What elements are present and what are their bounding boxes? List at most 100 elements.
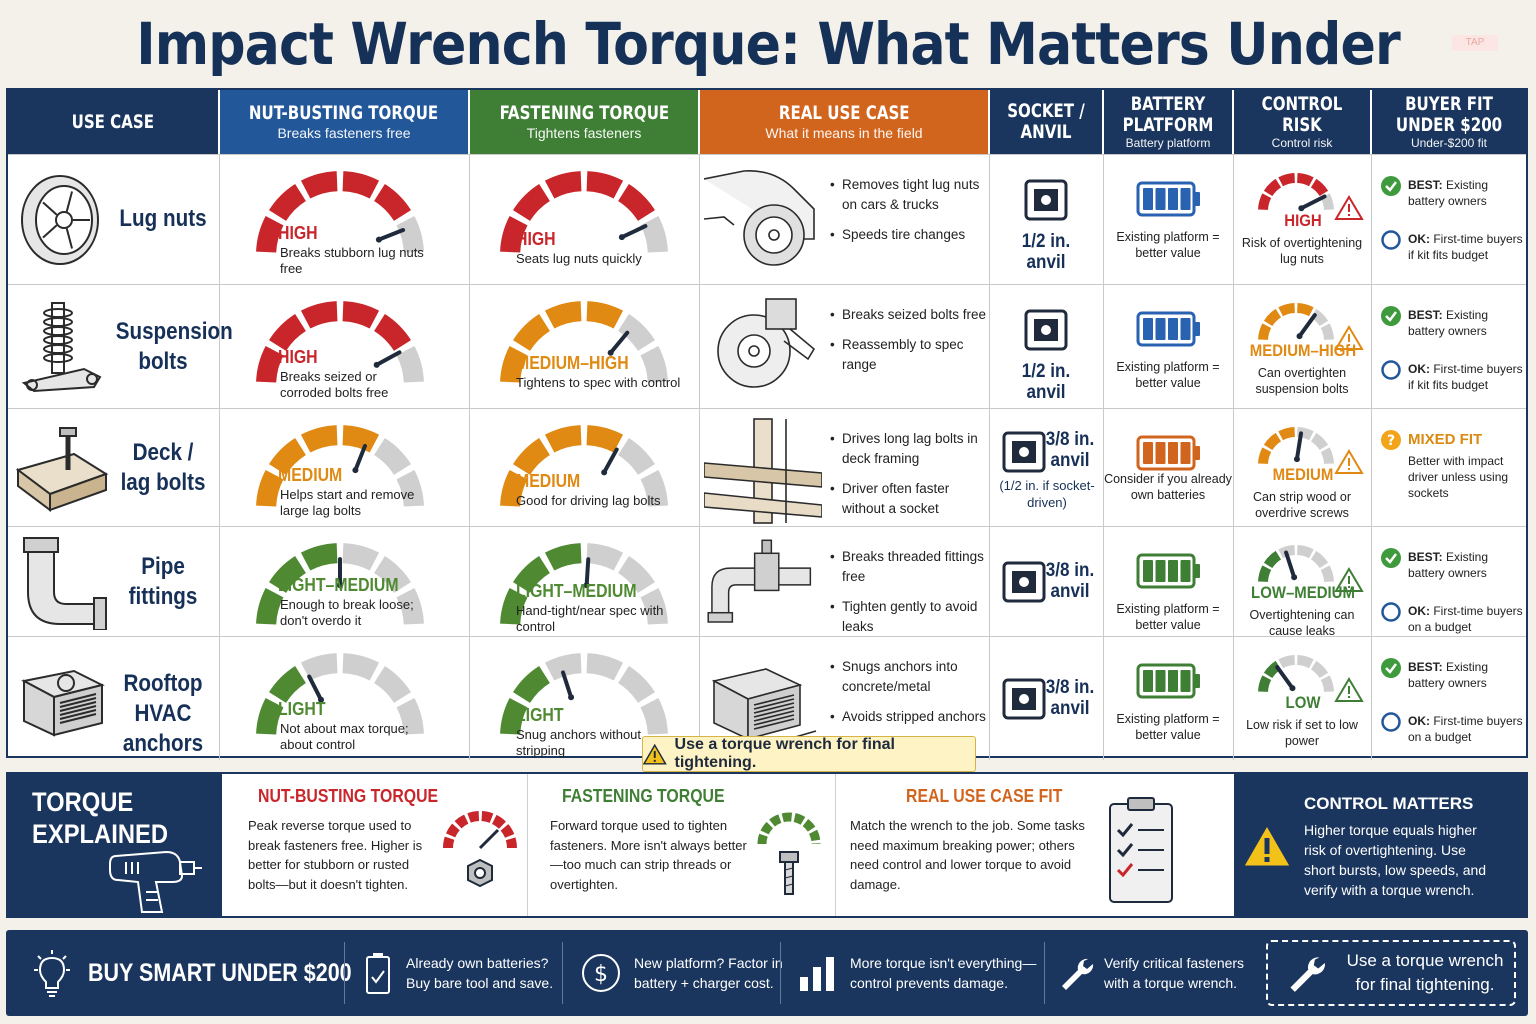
column-header-title: BATTERY PLATFORM — [1122, 92, 1214, 136]
buyer-fit-text: Better with impact driver unless using s… — [1408, 454, 1509, 500]
socket-anvil-icon — [1002, 561, 1046, 603]
table-cell: MEDIUM Good for driving lag bolts — [470, 409, 700, 526]
table-cell: HIGH Breaks seized or corroded bolts free — [220, 285, 470, 408]
buyer-fit-text: Existing battery owners — [1408, 660, 1489, 690]
gauge-segment — [1278, 655, 1295, 669]
fastening-explained-title: FASTENING TORQUE — [562, 786, 725, 806]
nut-busting-gauge — [256, 543, 424, 625]
gauge-segment — [1258, 565, 1272, 582]
battery-cell — [1168, 560, 1178, 582]
gauge-segment — [1297, 655, 1314, 669]
nut-busting-gauge — [256, 171, 424, 253]
column-header: BUYER FIT UNDER $200 Under-$200 fit — [1372, 90, 1526, 154]
nut-busting-explained-body: Peak reverse torque used to break fasten… — [248, 818, 423, 892]
warning-triangle-icon — [1334, 677, 1364, 702]
fastening-level: MEDIUM — [516, 471, 581, 491]
gauge-segment — [1297, 303, 1314, 317]
gauge-pivot — [1291, 574, 1298, 581]
gauge-segment — [618, 555, 656, 593]
buyer-fit-text: First-time buyers on a budget — [1408, 604, 1523, 634]
column-header-subtitle: Control risk — [1271, 135, 1333, 150]
gauge-segment — [374, 183, 412, 221]
gauge-segment — [544, 171, 582, 199]
table-cell: Existing platform = better value — [1104, 527, 1234, 636]
gauge-segment — [342, 171, 380, 199]
footer-tip-text: More torque isn't everything—control pre… — [850, 955, 1037, 991]
buy-smart-title-group: BUY SMART UNDER $200 — [30, 930, 395, 1016]
gauge-pivot — [583, 582, 590, 589]
anvil-note: (1/2 in. if socket-driven) — [999, 478, 1095, 510]
battery-cell — [1168, 318, 1178, 340]
use-case-bullets: Breaks seized bolts free Reassembly to sp… — [830, 305, 990, 385]
fastening-explained-body: Forward torque used to tighten fasteners… — [550, 818, 747, 892]
corner-tag: TAP — [1452, 35, 1498, 51]
fastening-gauge — [500, 543, 668, 625]
check-circle-icon — [1381, 658, 1401, 678]
use-case-name: Pipe fittings — [128, 553, 198, 610]
gauge-segment — [396, 469, 424, 507]
gauge-segment — [374, 665, 412, 703]
column-header: SOCKET / ANVIL — [990, 90, 1104, 154]
table-cell: LOW–MEDIUM Overtightening can cause leaks — [1234, 527, 1372, 638]
buyer-fit-best: BEST: Existing battery owners — [1408, 659, 1526, 691]
gauge-segment — [586, 543, 624, 571]
battery-icon — [1136, 553, 1200, 589]
fastening-level: HIGH — [516, 229, 556, 249]
nut-busting-gauge — [256, 425, 424, 507]
control-risk-gauge — [1258, 303, 1334, 340]
gauge-segment — [1310, 660, 1329, 679]
gauge-pivot — [1298, 205, 1305, 212]
control-risk-level: LOW–MEDIUM — [1251, 583, 1355, 602]
footer-divider — [1044, 942, 1045, 1004]
gauge-needle — [584, 557, 591, 588]
battery-platform-note: Consider if you already own batteries — [1104, 472, 1232, 502]
bullet-item: Breaks threaded fittings free — [830, 547, 990, 587]
nut-busting-description: Helps start and remove large lag bolts — [280, 487, 415, 518]
column-header-subtitle: Tightens fasteners — [526, 124, 642, 141]
buyer-fit-label: OK: — [1408, 362, 1430, 376]
buyer-fit-best: BEST: Existing battery owners — [1408, 177, 1526, 209]
lag-bolt-icon — [15, 427, 109, 512]
use-case-bullets: Breaks threaded fittings free Tighten gen… — [830, 547, 990, 647]
warning-triangle-icon — [1334, 567, 1364, 592]
car-wheel-icon — [704, 170, 815, 266]
battery-cell — [1143, 560, 1153, 582]
gauge-segment — [300, 543, 338, 571]
gauge-pivot — [373, 361, 380, 368]
gauge-needle — [1284, 550, 1297, 580]
control-risk-description: Overtightening can cause leaks — [1249, 608, 1355, 638]
table-cell: 1/2 in. anvil — [990, 285, 1104, 408]
checklist-clipboard-icon — [1109, 797, 1173, 903]
gauge-segment — [512, 665, 550, 703]
battery-cell — [1143, 670, 1153, 692]
lightbulb-icon — [34, 950, 70, 997]
torque-explained-panel: TORQUE EXPLAINED NUT-BUSTING TORQUE Peak… — [6, 772, 1528, 918]
torque-wrench-warning: Use a torque wrench for final tightening… — [642, 736, 976, 772]
gauge-pivot — [568, 694, 575, 701]
column-header-title: FASTENING TORQUE — [499, 101, 669, 124]
column-header-subtitle: Battery platform — [1125, 135, 1211, 150]
gauge-pivot — [618, 234, 625, 241]
gauge-segment — [374, 555, 412, 593]
footer-tip-text: Verify critical fasteners with a torque … — [1104, 955, 1245, 991]
battery-cell — [1155, 318, 1166, 340]
pipe-fitting-icon — [23, 537, 107, 630]
check-circle-icon — [1381, 176, 1401, 196]
control-risk-description: Can strip wood or overdrive screws — [1253, 490, 1351, 520]
gauge-segment — [374, 313, 412, 351]
gauge-segment — [512, 437, 550, 475]
gauge-segment — [1263, 550, 1282, 569]
table-cell: MEDIUM–HIGH Can overtighten suspension bo… — [1234, 285, 1372, 408]
gauge-segment — [512, 555, 550, 593]
torque-explained-header: TORQUE EXPLAINED — [8, 774, 222, 916]
battery-cell — [1155, 670, 1166, 692]
table-cell: 3/8 in. anvil — [990, 637, 1104, 760]
fastening-gauge — [500, 653, 668, 735]
buyer-fit-text: Existing battery owners — [1408, 178, 1489, 208]
bullet-item: Reassembly to spec range — [830, 335, 990, 375]
gauge-segment — [342, 543, 380, 571]
gauge-segment — [512, 313, 550, 351]
warning-triangle-icon — [1334, 195, 1364, 220]
footer-divider — [780, 942, 781, 1004]
gauge-segment — [396, 587, 424, 625]
